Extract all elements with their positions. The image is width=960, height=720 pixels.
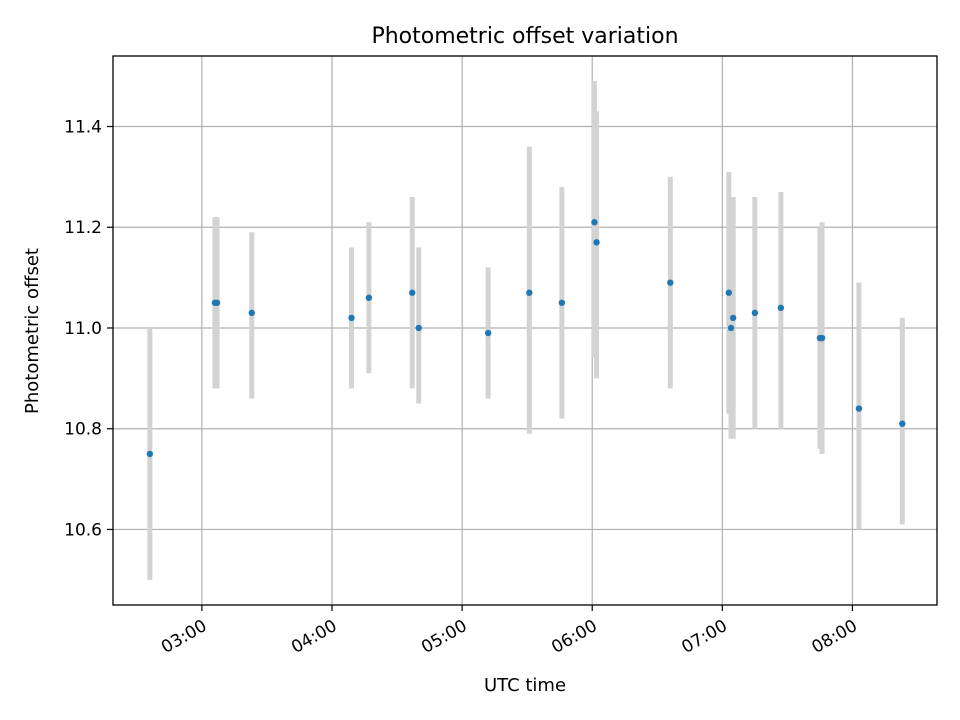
x-axis-label: UTC time xyxy=(484,675,566,696)
y-axis-label: Photometric offset xyxy=(22,248,43,414)
y-tick-label: 11.0 xyxy=(64,319,102,339)
data-point xyxy=(751,309,759,317)
y-tick-label: 11.4 xyxy=(64,118,102,138)
chart-title: Photometric offset variation xyxy=(371,24,678,49)
data-points xyxy=(146,219,906,458)
data-point xyxy=(855,405,863,412)
data-point xyxy=(558,299,566,306)
data-point xyxy=(526,289,533,296)
data-point xyxy=(213,299,221,306)
data-point xyxy=(409,289,416,296)
y-axis-ticks: 10.6 10.8 11.0 11.2 11.4 xyxy=(64,118,113,540)
data-point xyxy=(591,219,598,226)
plot-frame xyxy=(112,55,938,606)
data-point xyxy=(415,324,422,332)
data-point xyxy=(727,324,735,332)
y-tick-label: 11.2 xyxy=(64,218,102,238)
data-point xyxy=(818,334,826,342)
data-point xyxy=(365,294,373,301)
y-tick-label: 10.8 xyxy=(64,420,102,440)
data-point xyxy=(725,289,733,296)
data-point xyxy=(248,309,255,317)
data-point xyxy=(899,420,906,427)
data-point xyxy=(348,314,355,322)
data-point xyxy=(667,279,674,286)
data-point xyxy=(146,450,154,458)
data-point xyxy=(484,329,492,337)
data-point xyxy=(777,304,785,312)
data-point xyxy=(729,314,737,322)
data-point xyxy=(593,239,600,246)
y-tick-label: 10.6 xyxy=(64,520,102,540)
